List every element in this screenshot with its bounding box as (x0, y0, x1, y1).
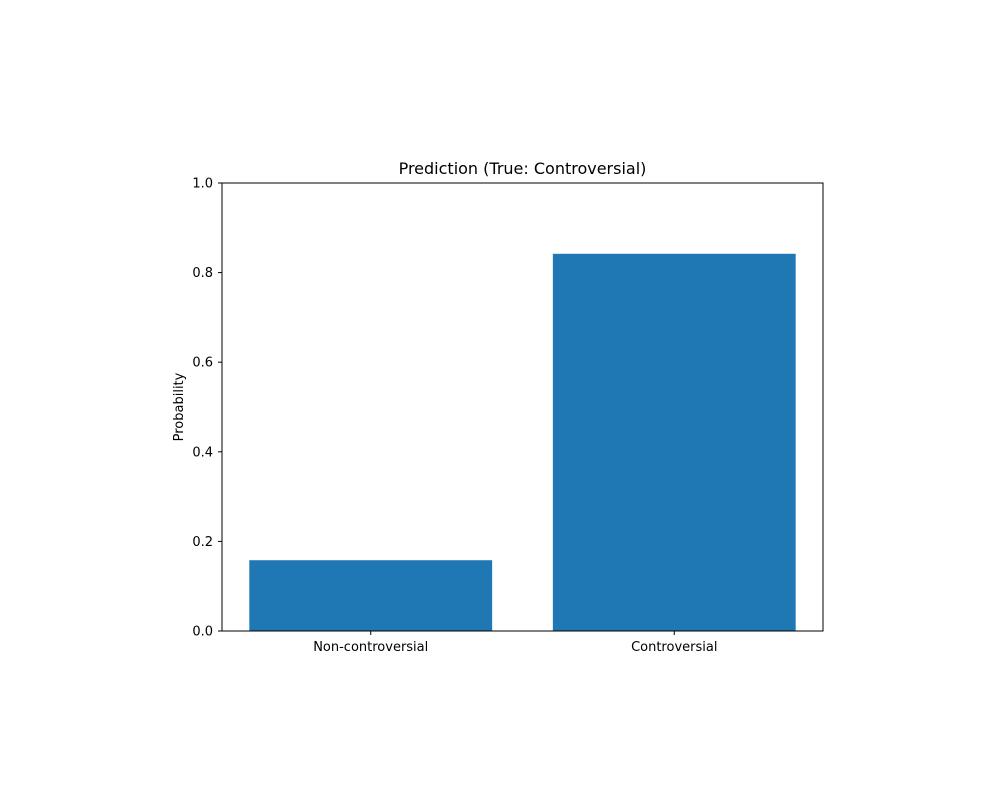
bar-non-controversial (249, 560, 493, 631)
x-tick-label: Controversial (631, 640, 717, 655)
x-axis-ticks: Non-controversial Controversial (313, 631, 717, 655)
y-tick-label: 0.6 (192, 356, 213, 371)
y-axis-label: Probability (172, 372, 187, 441)
x-tick-label: Non-controversial (313, 640, 428, 655)
bars (249, 253, 796, 631)
y-tick-label: 0.0 (192, 625, 213, 640)
y-tick-label: 0.8 (192, 266, 213, 281)
y-tick-label: 1.0 (192, 177, 213, 192)
chart-title: Prediction (True: Controversial) (399, 159, 647, 178)
y-axis-ticks: 0.0 0.2 0.4 0.6 0.8 1.0 (192, 177, 222, 640)
plot-area-frame (221, 182, 824, 632)
y-tick-label: 0.4 (192, 445, 213, 460)
y-tick-label: 0.2 (192, 535, 213, 550)
bar-controversial (552, 253, 796, 631)
